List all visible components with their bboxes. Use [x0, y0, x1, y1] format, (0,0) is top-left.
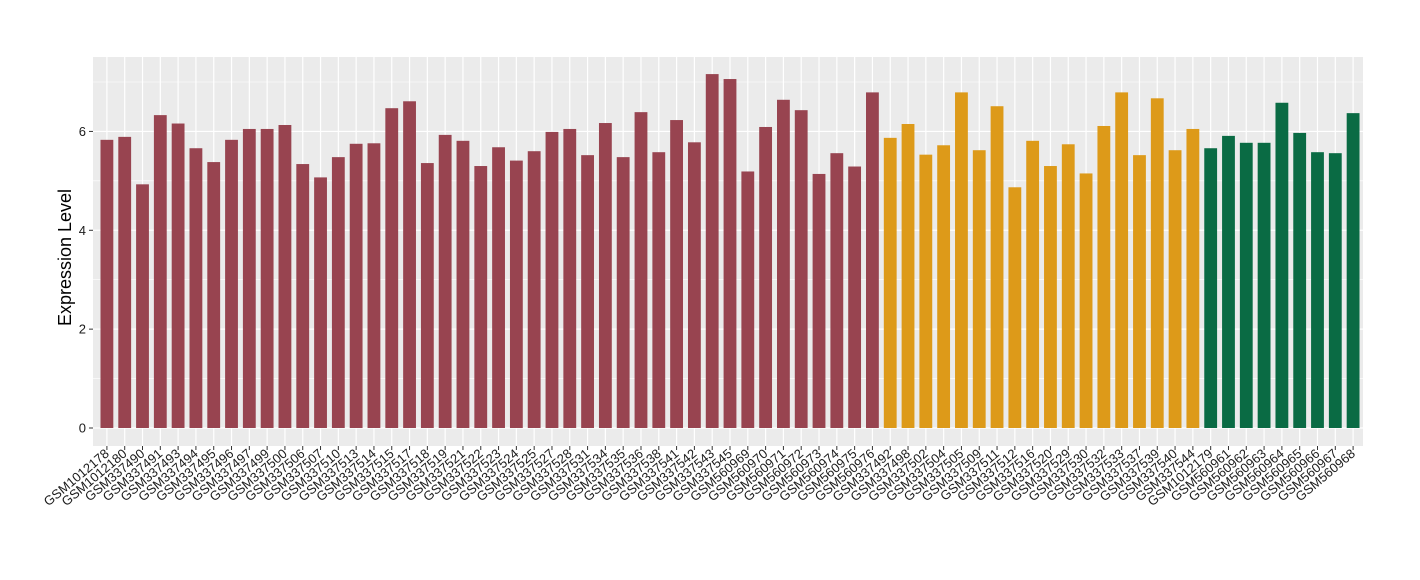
bar-GSM337536 [634, 112, 648, 429]
bar-GSM337523 [492, 147, 505, 428]
bar-GSM337502 [919, 154, 933, 428]
bar-GSM560972 [794, 110, 808, 429]
bar-GSM560962 [1239, 142, 1253, 429]
bar-GSM560974 [830, 153, 844, 428]
bar-GSM337511 [990, 106, 1004, 428]
y-tick-label: 6 [79, 124, 86, 139]
bar-GSM337533 [1115, 92, 1129, 428]
bar-GSM337540 [1168, 150, 1182, 428]
bar-GSM337509 [972, 150, 986, 428]
bar-GSM560966 [1311, 152, 1324, 428]
y-tick-label: 4 [79, 223, 86, 238]
bar-GSM337513 [349, 143, 363, 429]
bar-GSM337499 [260, 128, 274, 428]
bar-GSM337504 [937, 145, 951, 428]
bar-GSM337541 [670, 120, 683, 428]
bar-GSM337510 [331, 157, 345, 428]
bar-GSM337528 [563, 128, 577, 428]
bar-GSM1012179 [1204, 148, 1218, 429]
bar-GSM560961 [1222, 135, 1235, 428]
bar-GSM337514 [367, 143, 381, 429]
bar-GSM337521 [456, 140, 470, 428]
y-axis: 0 2 4 6 [79, 124, 93, 436]
bar-GSM560973 [812, 173, 826, 428]
bar-GSM337497 [242, 128, 256, 428]
bar-GSM337496 [225, 139, 238, 428]
y-tick-label: 2 [79, 322, 86, 337]
bar-GSM560970 [759, 126, 773, 428]
bar-GSM337531 [581, 155, 594, 428]
bar-GSM337517 [403, 101, 416, 428]
bar-GSM337545 [723, 79, 737, 428]
bar-GSM337498 [901, 124, 915, 428]
bar-GSM337505 [955, 92, 968, 428]
bar-GSM1012180 [118, 136, 132, 428]
bar-GSM337537 [1133, 155, 1146, 428]
bar-GSM560963 [1257, 142, 1271, 429]
bar-GSM337520 [1044, 166, 1057, 428]
bar-GSM560976 [866, 92, 879, 428]
bar-GSM560964 [1275, 102, 1289, 428]
bar-GSM560967 [1328, 153, 1342, 428]
bar-GSM337529 [1061, 144, 1075, 428]
bar-GSM337535 [616, 157, 630, 428]
bar-GSM337493 [171, 123, 185, 429]
bar-GSM337543 [705, 74, 719, 428]
bar-GSM337512 [1008, 187, 1022, 428]
y-axis-title: Expression Level [55, 189, 75, 326]
bar-GSM337524 [509, 160, 523, 428]
bar-GSM560965 [1293, 132, 1307, 428]
bar-GSM337490 [136, 184, 149, 428]
bar-GSM337495 [207, 162, 221, 428]
bar-GSM337506 [296, 164, 310, 429]
bar-GSM337530 [1079, 173, 1093, 428]
bar-GSM560968 [1346, 113, 1360, 428]
bar-GSM337539 [1150, 98, 1164, 428]
bar-GSM337507 [314, 177, 327, 428]
bar-GSM337492 [883, 137, 897, 428]
bar-GSM337491 [153, 115, 167, 429]
bar-GSM337500 [278, 125, 292, 428]
bar-GSM337525 [527, 151, 541, 428]
bar-GSM337522 [474, 166, 488, 428]
bar-GSM337494 [189, 148, 203, 429]
bar-GSM337518 [420, 163, 434, 428]
x-axis: GSM1012178GSM1012180GSM337490GSM337491GS… [41, 446, 1358, 509]
bar-GSM560969 [741, 171, 755, 428]
bar-GSM337538 [652, 152, 666, 428]
bar-GSM337542 [687, 142, 701, 429]
bar-GSM337532 [1097, 125, 1111, 429]
bar-GSM560975 [848, 166, 862, 428]
bars [100, 74, 1360, 429]
y-tick-label: 0 [79, 421, 86, 436]
bar-GSM337544 [1186, 128, 1200, 428]
bar-GSM337519 [438, 134, 452, 428]
bar-GSM1012178 [100, 139, 114, 428]
bar-GSM337515 [385, 108, 399, 428]
bar-GSM337516 [1026, 140, 1040, 428]
bar-GSM337534 [598, 123, 612, 428]
bar-GSM337527 [545, 131, 559, 429]
bar-GSM560971 [777, 99, 790, 428]
